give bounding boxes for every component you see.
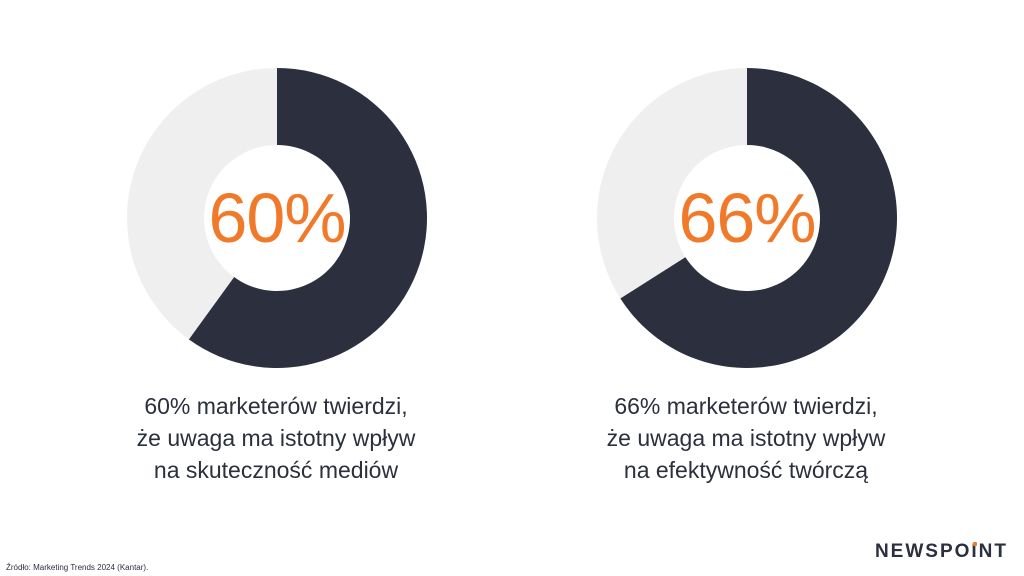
chart-caption: 60% marketerów twierdzi, że uwaga ma ist… bbox=[20, 390, 532, 486]
logo-letter-i: I bbox=[971, 541, 979, 562]
donut-segment-remainder bbox=[127, 68, 278, 340]
donut-segment-share bbox=[188, 68, 427, 368]
logo-accent-dot bbox=[973, 542, 978, 546]
donut-segment-remainder bbox=[597, 68, 747, 299]
source-note: Źródło: Marketing Trends 2024 (Kantar). bbox=[6, 563, 149, 572]
donut-chart-2 bbox=[597, 68, 897, 368]
caption-line: na efektywność twórczą bbox=[623, 457, 869, 483]
newspoint-logo: NEWSPOI NT bbox=[875, 541, 1008, 563]
donut-segment-share bbox=[620, 68, 897, 368]
logo-dotted-letter: I bbox=[971, 541, 978, 562]
logo-text-start: NEWSPO bbox=[874, 541, 972, 562]
center-value-label: 66% bbox=[678, 179, 816, 257]
caption-line: 66% marketerów twierdzi, bbox=[614, 393, 878, 419]
logo-text-end: NT bbox=[978, 541, 1008, 562]
donut-chart-1 bbox=[127, 68, 427, 368]
donut-chart-creative-effectiveness: 66% 66% marketerów twierdzi, że uwaga ma… bbox=[490, 0, 1002, 576]
caption-line: że uwaga ma istotny wpływ bbox=[136, 425, 416, 451]
caption-line: na skuteczność mediów bbox=[153, 457, 399, 483]
caption-line: 60% marketerów twierdzi, bbox=[144, 393, 408, 419]
donut-chart-media-effectiveness: 60% 60% marketerów twierdzi, że uwaga ma… bbox=[20, 0, 532, 576]
chart-caption: 66% marketerów twierdzi, że uwaga ma ist… bbox=[490, 390, 1002, 486]
center-value-label: 60% bbox=[208, 179, 346, 257]
caption-line: że uwaga ma istotny wpływ bbox=[606, 425, 886, 451]
